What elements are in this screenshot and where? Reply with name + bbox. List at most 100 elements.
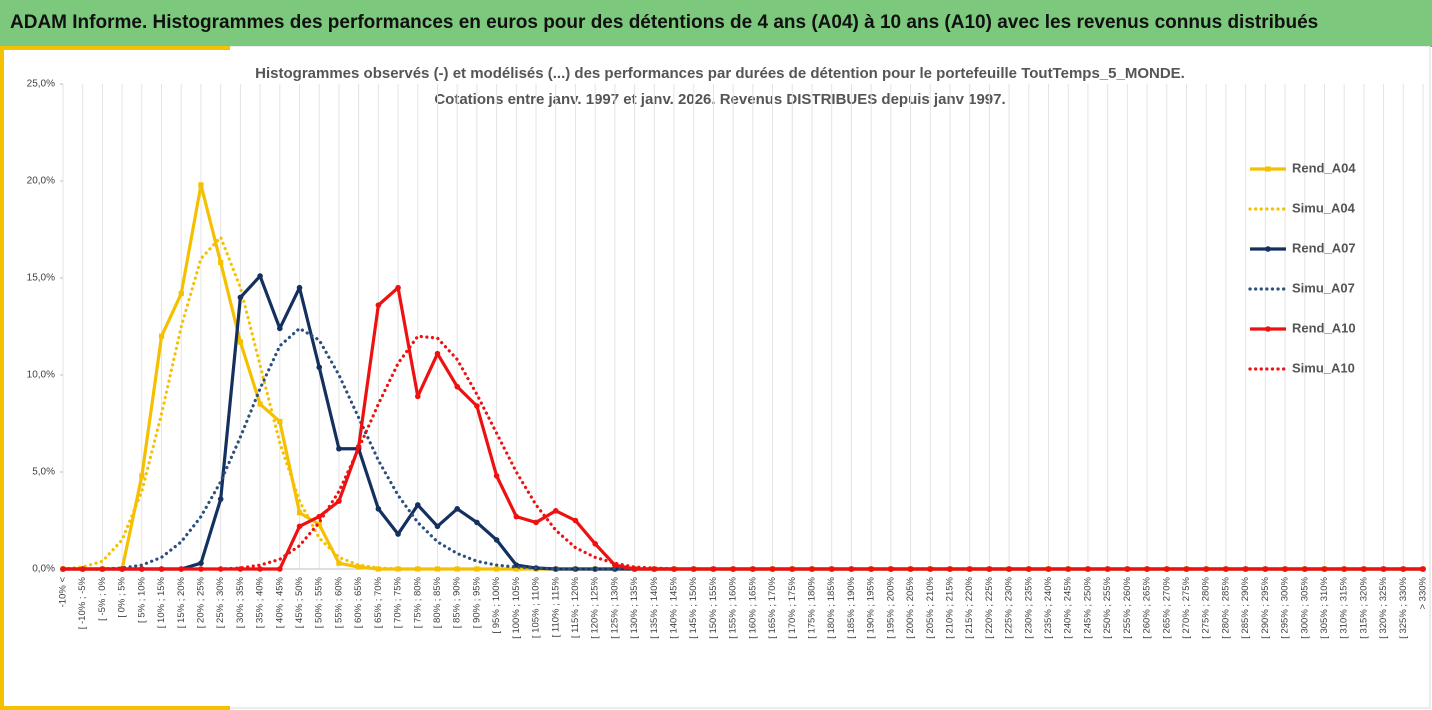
x-tick-label: [ 160% ; 165%	[747, 576, 758, 638]
x-tick-label: [ 250% ; 255%	[1102, 576, 1113, 638]
marker	[277, 418, 283, 425]
x-tick-label: [ 285% ; 290%	[1240, 576, 1251, 638]
marker	[474, 519, 480, 526]
x-tick-label: [ 10% ; 15%	[156, 576, 167, 628]
x-tick-label: [ 195% ; 200%	[885, 576, 896, 638]
x-tick-label: [ 95% ; 100%	[491, 576, 502, 633]
x-tick-label: [ 270% ; 275%	[1181, 576, 1192, 638]
accent	[0, 46, 4, 710]
marker	[513, 566, 519, 572]
legend-marker	[1265, 246, 1271, 252]
marker	[454, 506, 461, 512]
marker	[434, 523, 441, 530]
series-line	[63, 286, 1423, 571]
x-tick-label: [ 45% ; 50%	[294, 576, 305, 628]
x-tick-label: [ 110% ; 115%	[550, 576, 561, 637]
marker	[79, 566, 86, 572]
marker	[178, 290, 184, 297]
x-tick-label: [ 105% ; 110%	[531, 576, 542, 638]
marker	[296, 284, 303, 291]
x-tick-label: [ 245% ; 250%	[1082, 576, 1093, 638]
marker	[395, 284, 401, 291]
x-tick-label: [ 25% ; 30%	[215, 576, 226, 628]
x-tick-label: [ 315% ; 320%	[1358, 576, 1369, 638]
x-tick-label: [ 5% ; 10%	[136, 576, 147, 622]
x-tick-label: -10% <	[58, 577, 69, 608]
chart-subtitle: Cotations entre janv. 1997 et janv. 2026…	[434, 91, 1005, 108]
chart-title: Histogrammes observés (-) et modélisés (…	[255, 65, 1185, 82]
y-tick-label: 25,0%	[27, 79, 55, 90]
marker	[907, 566, 914, 572]
marker	[198, 182, 204, 188]
x-tick-label: [ 40% ; 45%	[274, 576, 285, 628]
x-tick-label: [ 325% ; 330%	[1398, 576, 1409, 638]
marker	[592, 540, 598, 547]
y-tick-label: 0,0%	[32, 564, 55, 575]
x-tick-label: [ 300% ; 305%	[1299, 576, 1310, 638]
header-title: ADAM Informe. Histogrammes des performan…	[10, 12, 1319, 33]
x-tick-label: [ 275% ; 280%	[1201, 576, 1212, 638]
marker	[1282, 566, 1288, 572]
marker	[414, 393, 421, 400]
x-tick-label: [ 140% ; 145%	[669, 576, 680, 638]
x-tick-label: [ 255% ; 260%	[1122, 576, 1133, 638]
x-tick-label: [ 80% ; 85%	[432, 576, 443, 628]
series-line	[61, 334, 1425, 571]
marker	[513, 513, 520, 520]
marker	[434, 350, 441, 357]
x-tick-label: [ 55% ; 60%	[333, 576, 344, 628]
x-tick-label: [ -10% ; -5%	[77, 576, 88, 629]
marker	[277, 566, 283, 572]
marker	[336, 445, 342, 452]
x-tick-label: [ 130% ; 135%	[629, 576, 640, 638]
x-tick-label: [ 120% ; 125%	[590, 576, 601, 638]
marker	[395, 531, 401, 537]
marker	[316, 521, 322, 527]
marker	[789, 566, 796, 572]
x-tick-label: [ 175% ; 180%	[807, 576, 818, 638]
x-tick-label: [ 230% ; 235%	[1023, 576, 1034, 638]
x-tick-label: [ 170% ; 175%	[787, 576, 798, 638]
marker	[493, 537, 500, 543]
accent	[0, 706, 230, 710]
marker	[414, 502, 421, 508]
marker	[277, 325, 283, 332]
marker	[1321, 566, 1328, 572]
x-tick-label: [ 15% ; 20%	[176, 576, 187, 628]
marker	[375, 506, 382, 512]
marker	[356, 564, 362, 570]
legend-label: Simu_A07	[1292, 280, 1355, 295]
marker	[493, 473, 500, 479]
marker	[316, 513, 323, 520]
marker	[336, 498, 342, 504]
legend-label: Rend_A10	[1292, 320, 1356, 335]
marker	[119, 566, 125, 572]
marker	[533, 519, 539, 526]
marker	[572, 517, 579, 524]
x-tick-label: [ 295% ; 300%	[1280, 576, 1291, 638]
x-tick-label: [ 165% ; 170%	[767, 576, 778, 638]
x-tick-label: [ 210% ; 215%	[944, 576, 955, 638]
y-tick-label: 5,0%	[32, 467, 55, 478]
marker	[1361, 566, 1367, 572]
x-tick-label: [ 65% ; 70%	[373, 576, 384, 628]
marker	[316, 364, 323, 371]
x-tick-label: [ 260% ; 265%	[1142, 576, 1153, 638]
marker	[474, 566, 480, 572]
x-tick-label: [ 200% ; 205%	[905, 576, 916, 638]
x-tick-label: [ 90% ; 95%	[471, 576, 482, 628]
marker	[552, 508, 559, 514]
x-tick-label: [ 215% ; 220%	[964, 576, 975, 638]
marker	[552, 566, 559, 572]
x-tick-label: [ 185% ; 190%	[846, 576, 857, 638]
x-tick-label: [ 100% ; 105%	[511, 576, 522, 638]
marker	[947, 566, 953, 572]
x-tick-label: [ 310% ; 315%	[1339, 576, 1350, 638]
x-tick-label: [ 145% ; 150%	[688, 576, 699, 638]
legend-label: Rend_A04	[1292, 160, 1356, 175]
x-tick-label: [ 50% ; 55%	[314, 576, 325, 628]
marker	[257, 401, 263, 407]
marker	[1400, 566, 1407, 572]
x-tick-label: [ 265% ; 270%	[1161, 576, 1172, 638]
x-tick-label: [ 30% ; 35%	[235, 576, 246, 628]
